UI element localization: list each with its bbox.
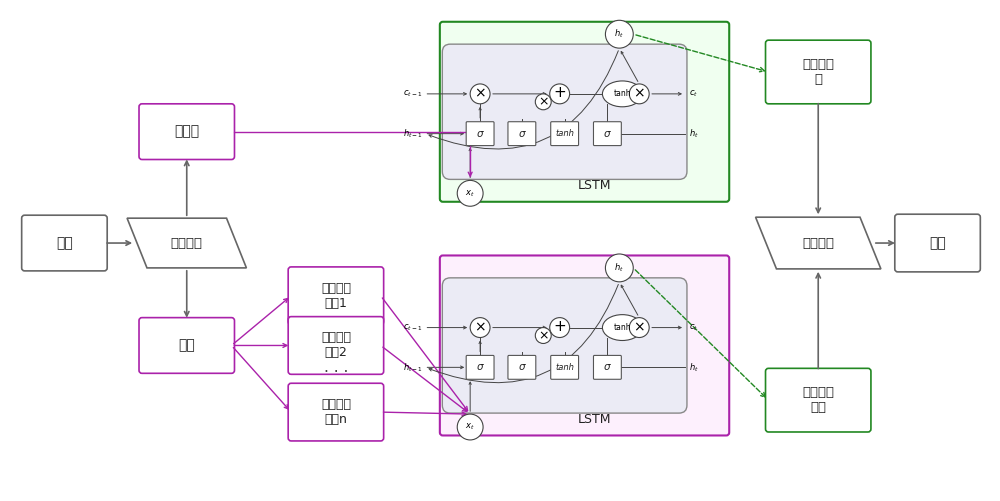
Text: 生成主旋
律: 生成主旋 律 <box>802 58 834 86</box>
FancyBboxPatch shape <box>551 122 579 146</box>
FancyBboxPatch shape <box>442 44 687 179</box>
Text: +: + <box>553 85 566 100</box>
Circle shape <box>457 180 483 206</box>
Circle shape <box>629 318 649 338</box>
FancyBboxPatch shape <box>466 355 494 379</box>
Text: $h_t$: $h_t$ <box>689 361 699 374</box>
Text: 对位关系
矩阵n: 对位关系 矩阵n <box>321 398 351 426</box>
Text: 主旋律: 主旋律 <box>174 125 199 139</box>
Text: 和声: 和声 <box>178 339 195 353</box>
Text: 音频文件: 音频文件 <box>171 236 203 249</box>
Text: ×: × <box>633 321 645 335</box>
FancyBboxPatch shape <box>766 40 871 104</box>
Text: LSTM: LSTM <box>578 413 611 426</box>
Text: tanh: tanh <box>614 89 631 98</box>
Text: 输出: 输出 <box>929 236 946 250</box>
FancyBboxPatch shape <box>508 122 536 146</box>
Text: 生成和声
旋律: 生成和声 旋律 <box>802 386 834 414</box>
Text: 对位关系
矩阵1: 对位关系 矩阵1 <box>321 282 351 310</box>
Text: σ: σ <box>477 362 483 372</box>
Circle shape <box>535 328 551 344</box>
Text: $c_t$: $c_t$ <box>689 322 698 333</box>
FancyBboxPatch shape <box>766 368 871 432</box>
Text: tanh: tanh <box>555 363 574 372</box>
FancyBboxPatch shape <box>139 318 234 373</box>
Circle shape <box>605 254 633 282</box>
Text: $h_t$: $h_t$ <box>689 127 699 140</box>
Text: σ: σ <box>477 129 483 139</box>
Text: ×: × <box>538 329 549 342</box>
FancyBboxPatch shape <box>593 355 621 379</box>
FancyBboxPatch shape <box>895 214 980 272</box>
Text: $x_t$: $x_t$ <box>465 188 475 198</box>
Text: $h_{t-1}$: $h_{t-1}$ <box>403 361 422 374</box>
Text: LSTM: LSTM <box>578 179 611 192</box>
FancyBboxPatch shape <box>139 104 234 159</box>
Text: tanh: tanh <box>555 129 574 138</box>
FancyBboxPatch shape <box>22 215 107 271</box>
Circle shape <box>457 414 483 440</box>
Circle shape <box>605 20 633 48</box>
FancyBboxPatch shape <box>288 317 384 374</box>
Text: σ: σ <box>604 362 611 372</box>
Circle shape <box>550 84 570 104</box>
Ellipse shape <box>602 81 642 107</box>
Text: $h_t$: $h_t$ <box>614 262 624 274</box>
FancyBboxPatch shape <box>508 355 536 379</box>
Text: ×: × <box>538 95 549 108</box>
Text: +: + <box>553 319 566 334</box>
Text: σ: σ <box>519 129 525 139</box>
Circle shape <box>470 318 490 338</box>
Text: ×: × <box>633 87 645 101</box>
Text: 混缩音频: 混缩音频 <box>802 236 834 249</box>
Polygon shape <box>127 218 246 268</box>
Text: ×: × <box>474 87 486 101</box>
Polygon shape <box>756 217 881 269</box>
Text: 对位关系
矩阵2: 对位关系 矩阵2 <box>321 332 351 360</box>
Text: $h_{t-1}$: $h_{t-1}$ <box>403 127 422 140</box>
Ellipse shape <box>602 315 642 341</box>
Text: $c_{t-1}$: $c_{t-1}$ <box>403 322 422 333</box>
Text: ×: × <box>474 321 486 335</box>
Text: tanh: tanh <box>614 323 631 332</box>
FancyBboxPatch shape <box>440 22 729 202</box>
FancyBboxPatch shape <box>442 278 687 413</box>
Text: · · ·: · · · <box>324 365 348 380</box>
FancyBboxPatch shape <box>288 383 384 441</box>
Circle shape <box>535 94 551 110</box>
FancyBboxPatch shape <box>593 122 621 146</box>
Text: σ: σ <box>604 129 611 139</box>
Text: $c_t$: $c_t$ <box>689 89 698 99</box>
Circle shape <box>470 84 490 104</box>
Text: $x_t$: $x_t$ <box>465 422 475 432</box>
FancyBboxPatch shape <box>466 122 494 146</box>
FancyBboxPatch shape <box>551 355 579 379</box>
Text: σ: σ <box>519 362 525 372</box>
FancyBboxPatch shape <box>288 267 384 325</box>
Text: $h_t$: $h_t$ <box>614 28 624 41</box>
FancyBboxPatch shape <box>440 256 729 435</box>
Text: 输入: 输入 <box>56 236 73 250</box>
Circle shape <box>629 84 649 104</box>
Text: $c_{t-1}$: $c_{t-1}$ <box>403 89 422 99</box>
Circle shape <box>550 318 570 338</box>
